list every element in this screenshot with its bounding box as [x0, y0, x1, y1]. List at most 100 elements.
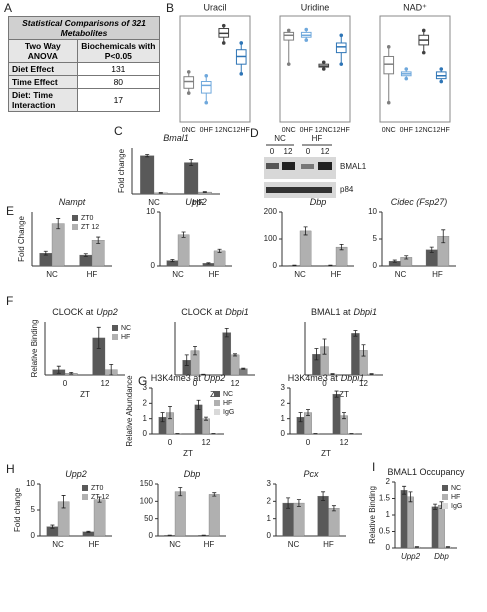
- y-tick-label: 100: [264, 234, 278, 243]
- chart-title: CLOCK at Dbpi1: [181, 307, 249, 317]
- blot-lane: 12: [321, 147, 330, 156]
- panel-label: C: [114, 124, 123, 138]
- y-tick-label: 1: [281, 414, 286, 423]
- legend-swatch: [442, 485, 448, 491]
- blot-lane: 0: [270, 147, 275, 156]
- table-cell: Time Effect: [8, 75, 78, 89]
- title-gene: Dbpi1: [354, 307, 378, 317]
- whisker-end: [239, 41, 244, 45]
- bar: [400, 490, 408, 549]
- x-tick-label: 12NC: [215, 127, 233, 134]
- table-header: Biochemicals with P<0.05: [76, 39, 161, 63]
- x-tick-label: 0NC: [182, 127, 196, 134]
- chart-title: H3K4me3 at Dbpi1: [288, 373, 365, 383]
- x-axis-label: ZT: [80, 390, 90, 399]
- whisker-end: [386, 100, 391, 105]
- blot-group: NC: [274, 134, 286, 143]
- x-tick-label: NC: [148, 198, 160, 207]
- bar: [332, 393, 341, 435]
- whisker-end: [186, 91, 191, 95]
- table-title: Statistical Comparisons of 321 Metabolit…: [8, 16, 160, 40]
- chart-title: Dbp: [184, 469, 201, 479]
- whisker-end: [304, 27, 309, 32]
- y-tick-label: 0: [267, 531, 272, 540]
- y-tick-label: 150: [140, 479, 154, 488]
- table-cell: 131: [76, 62, 161, 76]
- y-axis-label: Fold change: [117, 148, 126, 193]
- error-bar: [330, 373, 335, 375]
- legend-label: NC: [451, 485, 461, 492]
- x-tick-label: 12: [340, 438, 349, 447]
- plot-frame: [379, 15, 451, 123]
- error-bar: [353, 330, 358, 337]
- y-tick-label: 3: [267, 479, 272, 488]
- error-bar: [392, 259, 397, 263]
- whisker-end: [404, 76, 409, 81]
- panel-label: D: [250, 126, 259, 140]
- y-axis-label: Relative Abundance: [125, 375, 134, 447]
- bar: [438, 504, 445, 549]
- x-axis-label: ZT: [339, 390, 349, 399]
- chart-title: Cidec (Fsp27): [391, 197, 448, 207]
- error-bar: [408, 491, 413, 503]
- y-tick-label: 2: [143, 398, 148, 407]
- chart-title: Pcx: [303, 469, 319, 479]
- bar: [51, 223, 65, 267]
- bar: [293, 502, 305, 537]
- panel-label: I: [372, 460, 375, 474]
- y-tick-label: 2: [267, 496, 272, 505]
- y-tick-label: 0: [143, 429, 148, 438]
- error-bar: [402, 485, 407, 495]
- y-tick-label: 0: [149, 531, 154, 540]
- y-tick-label: 0.5: [379, 527, 391, 536]
- x-tick-label: NC: [172, 270, 184, 279]
- whisker-end: [304, 38, 309, 42]
- y-tick-label: 0: [31, 531, 36, 540]
- error-bar: [56, 365, 61, 374]
- error-bar: [404, 255, 409, 260]
- legend-swatch: [72, 224, 78, 230]
- bar: [222, 332, 232, 376]
- chart-title: BMAL1 Occupancy: [387, 467, 465, 477]
- x-tick-label: 12HF: [433, 127, 450, 134]
- plot-frame: [179, 15, 251, 123]
- x-tick-label: NC: [52, 540, 64, 549]
- panel-label: G: [138, 374, 147, 388]
- error-bar: [160, 412, 165, 423]
- x-tick-label: 12: [359, 379, 368, 388]
- title-text: H3K4me3 at: [288, 373, 339, 383]
- title-text: BMAL1 at: [311, 307, 351, 317]
- title-text: Dbp: [184, 469, 201, 479]
- x-tick-label: Dbp: [434, 552, 449, 561]
- x-tick-label: HF: [331, 270, 342, 279]
- legend-label: HF: [451, 494, 460, 501]
- x-tick-label: 12NC: [315, 127, 333, 134]
- panel-label: B: [166, 1, 174, 15]
- error-bar: [233, 353, 237, 357]
- error-bar: [184, 354, 189, 366]
- legend-swatch: [214, 409, 220, 415]
- legend-label: ZT0: [81, 215, 94, 222]
- table-cell: Diet: Time Interaction: [8, 88, 78, 112]
- chart-title: Uridine: [301, 2, 330, 12]
- panel-label: H: [6, 462, 15, 476]
- blot-lane: 0: [306, 147, 311, 156]
- x-tick-label: 0NC: [382, 127, 396, 134]
- legend-label: HF: [121, 334, 130, 341]
- box: [335, 42, 347, 54]
- error-bar: [181, 231, 186, 238]
- x-tick-label: HF: [89, 540, 100, 549]
- x-tick-label: 0: [306, 438, 311, 447]
- error-bar: [196, 399, 201, 410]
- x-tick-label: HF: [87, 270, 98, 279]
- legend-label: ZT 12: [91, 494, 109, 501]
- y-tick-label: 10: [368, 207, 377, 216]
- legend-swatch: [112, 325, 118, 331]
- panel-label: F: [6, 294, 13, 308]
- error-bar: [212, 492, 217, 497]
- y-tick-label: 0: [386, 543, 391, 552]
- y-tick-label: 1.5: [379, 494, 391, 503]
- whisker-end: [286, 28, 291, 33]
- bar: [184, 162, 199, 195]
- error-bar: [296, 499, 301, 507]
